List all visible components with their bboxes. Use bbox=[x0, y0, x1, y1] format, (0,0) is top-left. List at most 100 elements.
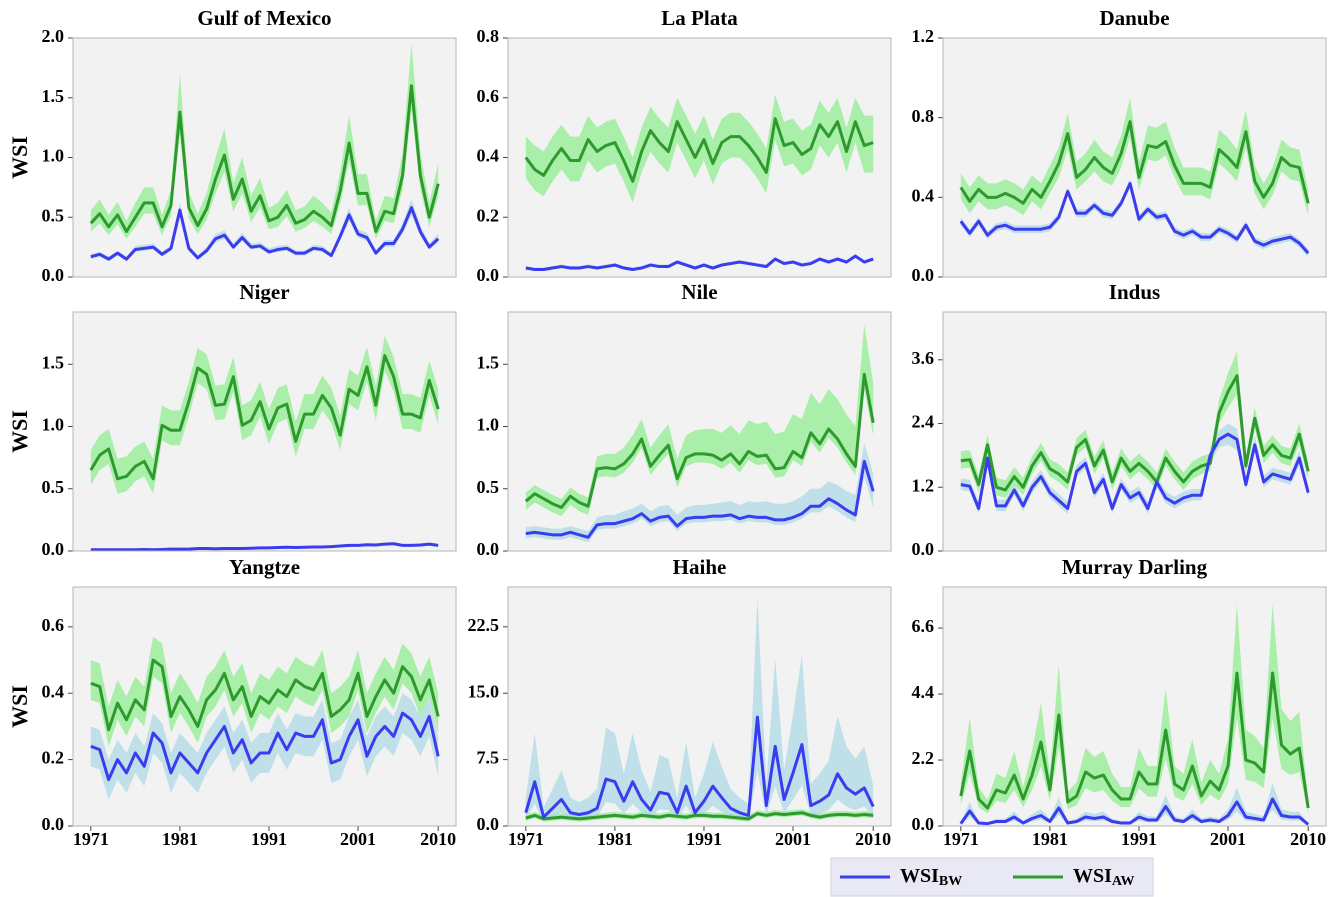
series-line bbox=[959, 671, 1310, 810]
x-tick-label: 1971 bbox=[508, 829, 544, 849]
x-tick-label: 1991 bbox=[686, 829, 722, 849]
plot-frame bbox=[72, 37, 457, 278]
legend: WSIBW WSIAW bbox=[830, 857, 1154, 897]
plot-content bbox=[960, 351, 1310, 514]
plot-frame bbox=[942, 37, 1327, 278]
series-line bbox=[959, 797, 1310, 826]
y-tick-label: 0.4 bbox=[912, 185, 935, 205]
y-tick-label: 0.0 bbox=[42, 539, 65, 559]
band bbox=[960, 351, 1309, 498]
plot-frame bbox=[942, 586, 1327, 827]
series-line bbox=[960, 432, 1310, 511]
panel: Nile 0.0 0.5 1.0 1.5 bbox=[477, 280, 892, 559]
plot-area bbox=[73, 38, 456, 277]
y-tick-label: 1.0 bbox=[42, 415, 65, 435]
x-tick-label: 1991 bbox=[1121, 829, 1157, 849]
plot-frame bbox=[72, 311, 457, 552]
y-tick-label: 0.0 bbox=[42, 814, 65, 834]
x-tick-label: 2001 bbox=[340, 829, 376, 849]
x-tick-label: 2010 bbox=[420, 829, 456, 849]
plot-frame bbox=[72, 586, 457, 827]
y-tick-label: 1.0 bbox=[477, 415, 500, 435]
series-line bbox=[525, 459, 875, 539]
y-axis-label: WSI bbox=[7, 685, 32, 728]
y-tick-label: 6.6 bbox=[912, 616, 935, 636]
band bbox=[960, 604, 1309, 814]
y-tick-label: 15.0 bbox=[468, 681, 500, 701]
series-line bbox=[960, 374, 1310, 492]
plot-frame bbox=[507, 311, 892, 552]
y-tick-label: 2.0 bbox=[42, 26, 65, 46]
plot-content bbox=[959, 97, 1310, 258]
plot-area bbox=[73, 312, 456, 551]
band bbox=[90, 42, 439, 239]
plot-area bbox=[943, 312, 1326, 551]
plot-content bbox=[90, 636, 440, 800]
y-axis-label: WSI bbox=[7, 136, 32, 179]
panel-title: La Plata bbox=[661, 6, 738, 30]
x-tick-label: 2010 bbox=[855, 829, 891, 849]
y-tick-label: 0.0 bbox=[912, 265, 935, 285]
panel-title: Nile bbox=[681, 280, 717, 304]
plot-content bbox=[959, 604, 1310, 826]
x-tick-label: 1981 bbox=[162, 829, 198, 849]
x-tick-label: 1981 bbox=[1032, 829, 1068, 849]
y-tick-label: 0.4 bbox=[42, 681, 65, 701]
y-tick-label: 0.0 bbox=[42, 265, 65, 285]
plot-content bbox=[89, 335, 440, 551]
y-tick-label: 1.5 bbox=[477, 352, 500, 372]
y-tick-label: 1.5 bbox=[42, 352, 65, 372]
y-tick-label: 0.8 bbox=[912, 106, 935, 126]
legend-text: WSI bbox=[1073, 865, 1112, 887]
y-tick-label: 0.2 bbox=[477, 205, 500, 225]
series-line bbox=[524, 372, 875, 509]
legend-subscript: BW bbox=[939, 874, 962, 889]
x-tick-label: 2001 bbox=[775, 829, 811, 849]
x-tick-label: 1991 bbox=[251, 829, 287, 849]
y-tick-label: 1.2 bbox=[912, 26, 935, 46]
panel: Niger WSI 0.0 0.5 1.0 1.5 bbox=[7, 280, 457, 559]
plot-content bbox=[524, 324, 875, 543]
y-tick-label: 0.8 bbox=[477, 26, 500, 46]
y-tick-label: 0.4 bbox=[477, 146, 500, 166]
panel: Indus 0.0 1.2 2.4 3.6 bbox=[912, 280, 1327, 559]
series-line bbox=[90, 542, 439, 551]
panel: Yangtze WSI 0.0 0.2 0.4 0.6 1971 1981 1991 2001 20… bbox=[7, 555, 457, 849]
band bbox=[90, 693, 439, 800]
x-tick-label: 2001 bbox=[1210, 829, 1246, 849]
panel-title: Niger bbox=[239, 280, 289, 304]
y-tick-label: 1.5 bbox=[42, 86, 65, 106]
y-axis-label: WSI bbox=[7, 410, 32, 453]
panel-title: Danube bbox=[1099, 6, 1169, 30]
band bbox=[525, 597, 874, 822]
series-line bbox=[90, 711, 440, 782]
panel: Murray Darling 0.0 2.2 4.4 6.6 1971 1981 1991 20… bbox=[912, 555, 1327, 849]
y-tick-label: 0.0 bbox=[477, 539, 500, 559]
panel-title: Yangtze bbox=[229, 555, 300, 579]
panel: Gulf of Mexico WSI 0.0 0.5 1.0 1.5 2.0 bbox=[7, 6, 457, 285]
panel: Danube 0.0 0.4 0.8 1.2 bbox=[912, 6, 1327, 285]
legend-text: WSI bbox=[900, 865, 939, 887]
y-tick-label: 2.4 bbox=[912, 412, 935, 432]
plot-content bbox=[524, 94, 874, 272]
panel-title: Indus bbox=[1109, 280, 1160, 304]
band bbox=[525, 442, 874, 543]
y-tick-label: 22.5 bbox=[468, 615, 500, 635]
y-tick-label: 0.6 bbox=[477, 86, 500, 106]
legend-label: WSIAW bbox=[1073, 865, 1134, 890]
panel-title: Gulf of Mexico bbox=[197, 6, 331, 30]
y-tick-label: 1.2 bbox=[912, 475, 935, 495]
plot-content bbox=[524, 597, 875, 822]
plot-frame bbox=[942, 311, 1327, 552]
series-line bbox=[90, 658, 440, 732]
panel: Haihe 0.0 7.5 15.0 22.5 1971 1981 1991 2001 2010 bbox=[468, 555, 892, 849]
y-tick-label: 0.2 bbox=[42, 748, 65, 768]
y-tick-label: 1.0 bbox=[42, 146, 65, 166]
y-tick-label: 0.5 bbox=[42, 477, 65, 497]
series-line bbox=[89, 354, 440, 481]
y-tick-label: 7.5 bbox=[477, 748, 500, 768]
series-line bbox=[90, 206, 440, 261]
series-line bbox=[89, 84, 440, 234]
x-tick-label: 1971 bbox=[943, 829, 979, 849]
